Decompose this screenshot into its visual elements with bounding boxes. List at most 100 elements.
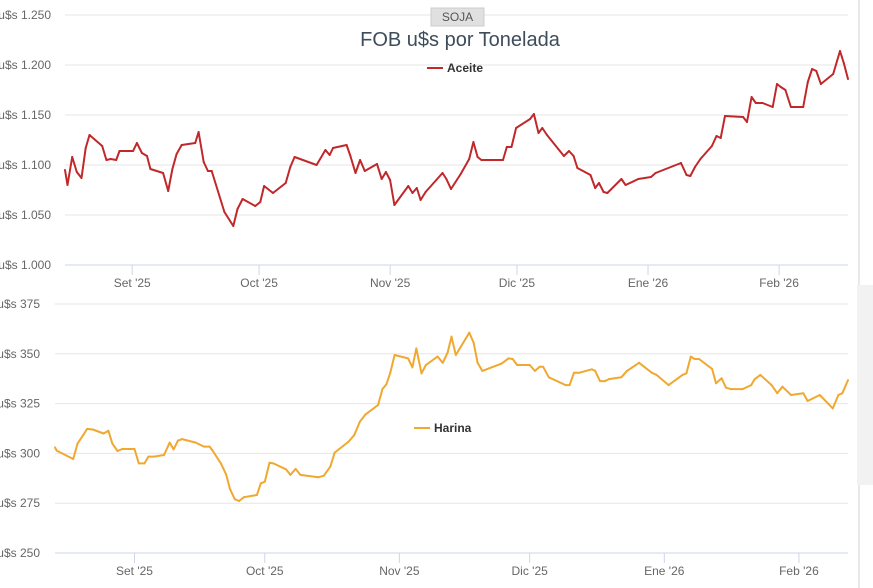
data-point[interactable] [781,385,784,388]
data-point[interactable] [533,369,536,372]
data-point[interactable] [299,473,302,476]
data-point[interactable] [847,379,849,382]
data-point[interactable] [532,113,535,115]
data-point[interactable] [121,448,124,451]
data-point[interactable] [415,187,418,189]
data-point[interactable] [528,363,531,366]
data-point[interactable] [689,355,692,358]
data-point[interactable] [137,462,140,465]
data-point[interactable] [472,141,475,143]
data-point[interactable] [597,182,600,184]
data-point[interactable] [384,171,387,173]
data-point[interactable] [389,179,392,181]
data-point[interactable] [84,147,87,149]
data-point[interactable] [132,150,135,152]
data-point[interactable] [441,361,444,364]
data-point[interactable] [294,467,297,470]
data-point[interactable] [685,174,688,176]
data-point[interactable] [91,428,94,431]
data-point[interactable] [329,465,332,468]
data-point[interactable] [547,376,550,379]
data-point[interactable] [71,156,74,158]
data-point[interactable] [168,441,171,444]
data-point[interactable] [147,455,150,458]
data-point[interactable] [54,446,56,449]
data-point[interactable] [332,147,335,149]
data-point[interactable] [389,371,392,374]
data-point[interactable] [594,369,597,372]
data-point[interactable] [819,83,822,85]
data-point[interactable] [837,394,840,397]
data-point[interactable] [847,78,849,80]
soja-button[interactable]: SOJA [430,7,485,27]
data-point[interactable] [606,192,609,194]
data-point[interactable] [211,449,214,452]
data-point[interactable] [419,199,422,201]
legend-harina[interactable]: Harina [414,421,472,435]
data-point[interactable] [377,403,380,406]
data-point[interactable] [775,83,778,85]
data-point[interactable] [353,434,356,437]
data-point[interactable] [818,394,821,397]
data-point[interactable] [359,159,362,161]
data-point[interactable] [468,331,471,334]
data-point[interactable] [723,115,726,117]
data-point[interactable] [109,158,112,160]
data-point[interactable] [441,172,444,174]
data-point[interactable] [742,116,745,118]
data-point[interactable] [347,440,350,443]
data-point[interactable] [750,96,753,98]
data-point[interactable] [445,178,448,180]
data-point[interactable] [729,388,732,391]
data-point[interactable] [638,361,641,364]
data-point[interactable] [146,155,149,157]
data-point[interactable] [802,106,805,108]
data-point[interactable] [446,351,449,354]
data-point[interactable] [118,150,121,152]
data-point[interactable] [322,474,325,477]
data-point[interactable] [285,468,288,471]
data-point[interactable] [538,365,541,368]
data-point[interactable] [358,420,361,423]
data-point[interactable] [693,166,696,168]
data-point[interactable] [625,369,628,372]
data-point[interactable] [711,367,714,370]
data-point[interactable] [450,188,453,190]
data-point[interactable] [381,388,384,391]
data-point[interactable] [620,178,623,180]
data-point[interactable] [459,173,462,175]
data-point[interactable] [480,159,483,161]
data-point[interactable] [328,154,331,156]
data-point[interactable] [284,182,287,184]
data-point[interactable] [720,377,723,380]
data-point[interactable] [602,191,605,193]
data-point[interactable] [197,131,200,133]
data-point[interactable] [841,392,844,395]
data-point[interactable] [500,362,503,365]
data-point[interactable] [685,372,688,375]
data-point[interactable] [806,400,809,403]
data-point[interactable] [415,347,418,350]
series-line-harina[interactable] [54,331,849,502]
data-point[interactable] [436,355,439,358]
data-point[interactable] [567,150,570,152]
data-point[interactable] [385,383,388,386]
data-point[interactable] [272,192,275,194]
data-point[interactable] [750,384,753,387]
data-point[interactable] [345,144,348,146]
data-point[interactable] [88,134,91,136]
data-point[interactable] [268,461,271,464]
data-point[interactable] [476,361,479,364]
data-point[interactable] [411,366,414,369]
data-point[interactable] [376,163,379,165]
data-point[interactable] [693,357,696,360]
data-point[interactable] [806,81,809,83]
data-point[interactable] [324,149,327,151]
data-point[interactable] [55,449,58,452]
data-point[interactable] [242,496,245,499]
data-point[interactable] [64,169,66,171]
data-point[interactable] [86,427,89,430]
data-point[interactable] [393,204,396,206]
data-point[interactable] [649,176,652,178]
series-line-aceite[interactable] [64,50,849,227]
